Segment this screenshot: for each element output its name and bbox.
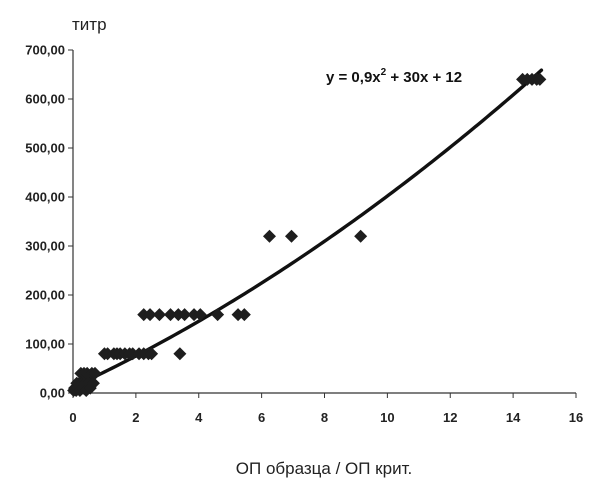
y-tick-label: 400,00 xyxy=(25,190,65,205)
data-point xyxy=(143,308,157,322)
y-tick-label: 100,00 xyxy=(25,337,65,352)
equation-exponent: 2 xyxy=(381,67,387,78)
x-tick-label: 0 xyxy=(69,410,76,425)
trendline-equation: y = 0,9x2 + 30x + 12 xyxy=(326,67,462,86)
data-point xyxy=(193,308,207,322)
equation-prefix: y = 0,9x xyxy=(326,69,381,86)
x-tick-label: 16 xyxy=(569,410,583,425)
data-point xyxy=(211,308,225,322)
x-tick-label: 6 xyxy=(258,410,265,425)
y-tick-label: 600,00 xyxy=(25,92,65,107)
y-tick-label: 200,00 xyxy=(25,288,65,303)
x-axis-title: ОП образца / ОП крит. xyxy=(236,459,412,478)
data-point xyxy=(163,308,177,322)
data-point xyxy=(145,347,159,361)
data-point xyxy=(173,347,187,361)
equation-suffix: + 30x + 12 xyxy=(386,69,462,86)
x-tick-label: 12 xyxy=(443,410,457,425)
x-tick-label: 14 xyxy=(506,410,521,425)
data-point xyxy=(533,72,547,86)
data-point xyxy=(262,229,276,243)
data-point xyxy=(152,308,166,322)
data-point xyxy=(354,229,368,243)
x-tick-label: 4 xyxy=(195,410,203,425)
x-tick-label: 2 xyxy=(132,410,139,425)
trendline xyxy=(71,68,544,389)
y-axis-title: титр xyxy=(72,15,107,34)
data-point xyxy=(88,366,102,380)
data-point xyxy=(237,308,251,322)
x-tick-label: 10 xyxy=(380,410,394,425)
data-point xyxy=(178,308,192,322)
y-tick-label: 0,00 xyxy=(40,386,65,401)
y-tick-label: 700,00 xyxy=(25,43,65,58)
y-tick-label: 300,00 xyxy=(25,239,65,254)
data-point xyxy=(284,229,298,243)
y-tick-label: 500,00 xyxy=(25,141,65,156)
data-point xyxy=(86,376,100,390)
x-tick-label: 8 xyxy=(321,410,328,425)
plot-area: 0,00 100,00 200,00 300,00 400,00 500,00 600,00… xyxy=(25,43,583,426)
